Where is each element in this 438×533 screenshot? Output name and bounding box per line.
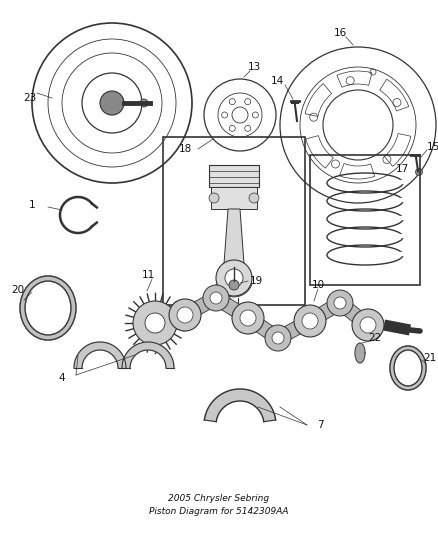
Polygon shape: [20, 276, 76, 340]
Circle shape: [133, 301, 177, 345]
Text: 7: 7: [317, 420, 323, 430]
Circle shape: [240, 310, 256, 326]
Text: 16: 16: [333, 28, 346, 38]
Text: 23: 23: [23, 93, 37, 103]
Circle shape: [209, 193, 219, 203]
Circle shape: [360, 317, 376, 333]
Wedge shape: [380, 79, 409, 111]
Polygon shape: [355, 343, 365, 363]
Text: 17: 17: [396, 164, 409, 174]
Polygon shape: [224, 209, 244, 264]
Polygon shape: [74, 342, 126, 368]
Polygon shape: [212, 292, 252, 324]
Circle shape: [327, 290, 353, 316]
Circle shape: [210, 292, 222, 304]
Circle shape: [216, 260, 252, 296]
Circle shape: [225, 269, 243, 287]
Circle shape: [294, 305, 326, 337]
Wedge shape: [337, 71, 372, 87]
Circle shape: [272, 332, 284, 344]
Circle shape: [203, 285, 229, 311]
Text: 10: 10: [311, 280, 325, 290]
Polygon shape: [336, 297, 372, 330]
Circle shape: [265, 325, 291, 351]
Polygon shape: [390, 346, 426, 390]
Text: 19: 19: [249, 276, 263, 286]
Circle shape: [416, 168, 423, 175]
Bar: [211, 187, 257, 209]
Text: 20: 20: [11, 285, 25, 295]
Text: 21: 21: [424, 353, 437, 363]
Polygon shape: [182, 292, 219, 321]
Polygon shape: [122, 342, 174, 368]
Circle shape: [145, 313, 165, 333]
Circle shape: [140, 99, 148, 107]
Circle shape: [100, 91, 124, 115]
Text: 4: 4: [59, 373, 65, 383]
Text: 15: 15: [426, 142, 438, 152]
Circle shape: [229, 280, 239, 290]
Bar: [163, 137, 305, 305]
Polygon shape: [244, 312, 282, 344]
Text: 14: 14: [270, 76, 284, 86]
Bar: [209, 165, 259, 187]
Circle shape: [232, 302, 264, 334]
Text: 22: 22: [368, 333, 381, 343]
Circle shape: [302, 313, 318, 329]
Circle shape: [169, 299, 201, 331]
Wedge shape: [339, 164, 374, 179]
Text: 13: 13: [247, 62, 261, 72]
Circle shape: [249, 193, 259, 203]
Wedge shape: [305, 84, 332, 117]
Polygon shape: [307, 297, 343, 327]
Polygon shape: [275, 315, 313, 344]
Circle shape: [177, 307, 193, 323]
Bar: [310, 155, 420, 285]
Circle shape: [352, 309, 384, 341]
Text: 1: 1: [28, 200, 35, 210]
Polygon shape: [205, 389, 276, 422]
Text: 2005 Chrysler Sebring
Piston Diagram for 5142309AA: 2005 Chrysler Sebring Piston Diagram for…: [149, 494, 289, 516]
Text: 18: 18: [178, 144, 192, 154]
Wedge shape: [385, 134, 411, 166]
Wedge shape: [306, 135, 333, 168]
Circle shape: [334, 297, 346, 309]
Text: 11: 11: [141, 270, 155, 280]
